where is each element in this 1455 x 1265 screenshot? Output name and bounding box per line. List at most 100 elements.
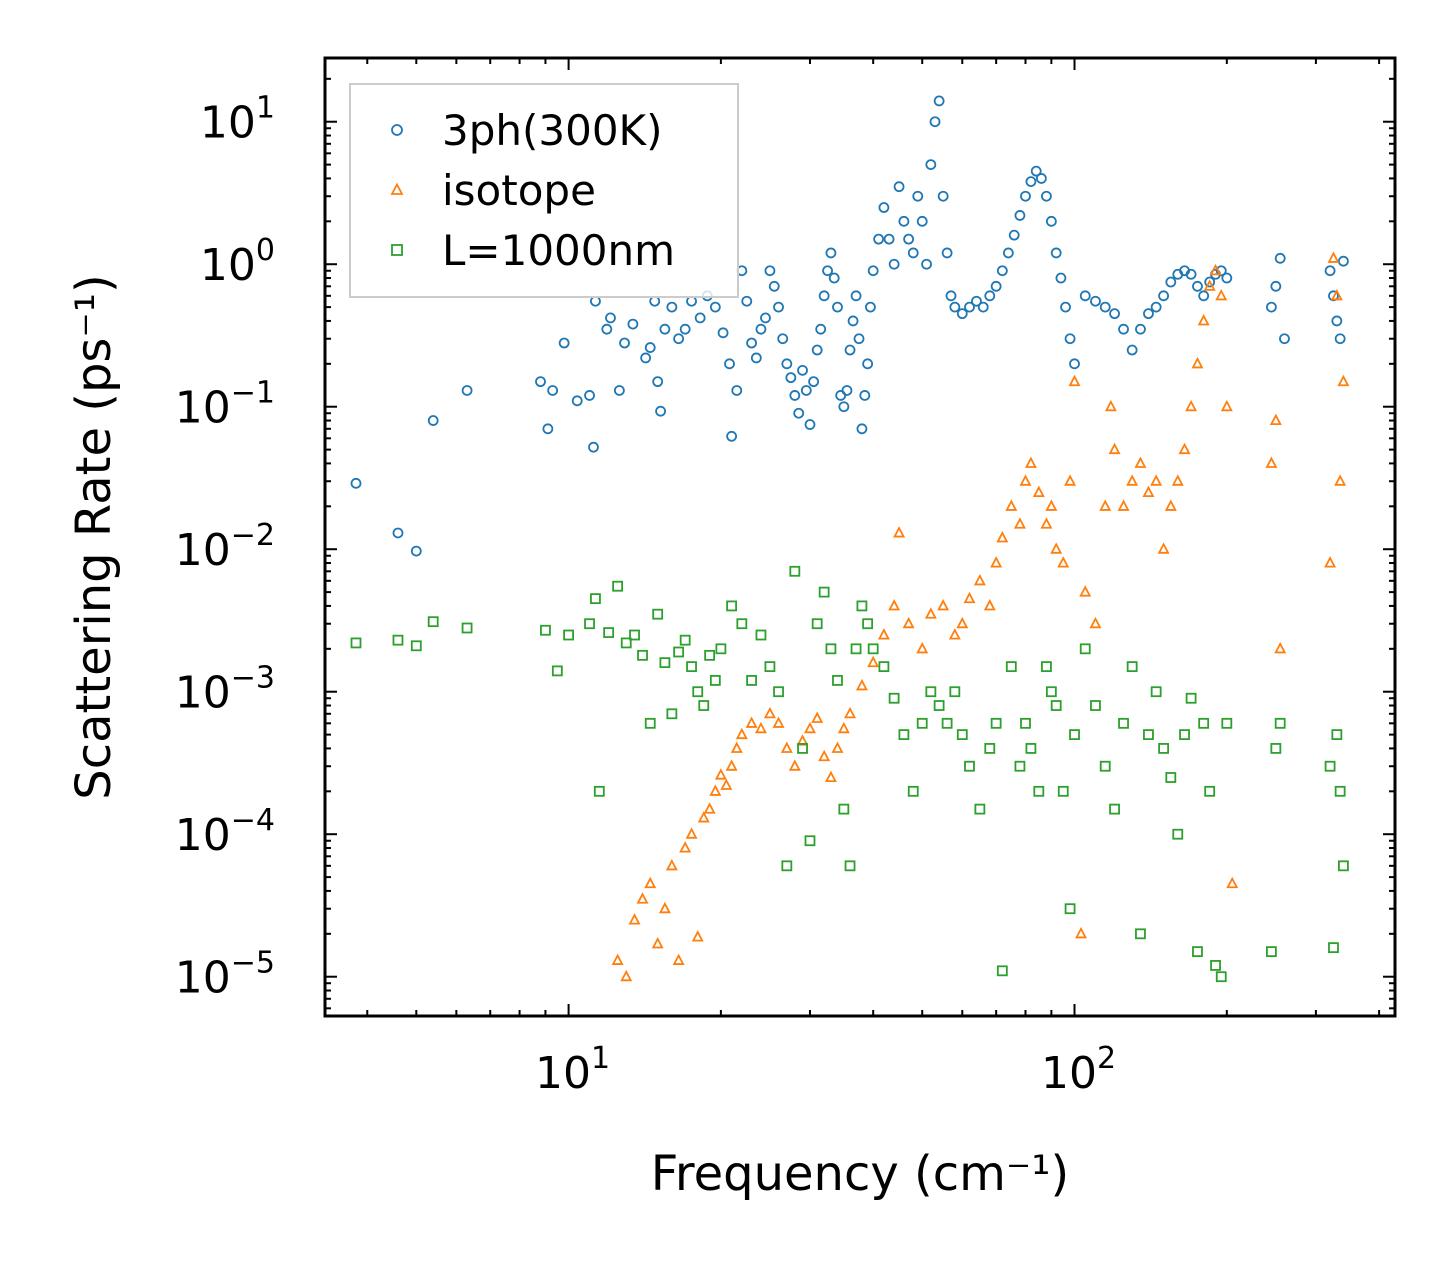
data-point [907, 785, 919, 797]
data-point [773, 301, 784, 313]
data-point [862, 358, 874, 370]
data-point [1198, 290, 1210, 302]
data-point [831, 741, 844, 753]
data-point [933, 95, 945, 107]
data-point [815, 323, 827, 335]
data-point [921, 258, 932, 270]
data-point [1158, 290, 1170, 302]
data-point [956, 729, 968, 741]
data-point [1164, 499, 1177, 511]
data-point [1327, 251, 1340, 263]
data-point [755, 629, 767, 641]
data-point [984, 290, 996, 302]
data-point [658, 901, 671, 914]
data-point [673, 646, 685, 658]
data-point [1057, 556, 1070, 568]
data-point [990, 280, 1002, 292]
legend: 3ph(300K) isotope L=1000nm [349, 83, 739, 298]
data-point [1055, 272, 1067, 284]
data-point [1221, 272, 1233, 284]
data-point [1064, 903, 1076, 915]
data-point [1060, 301, 1071, 313]
data-point [878, 661, 890, 673]
data-point [800, 385, 812, 396]
data-point [692, 686, 704, 698]
data-point [1185, 268, 1197, 280]
data-point [1008, 229, 1020, 241]
data-point [941, 247, 953, 259]
data-point [410, 545, 422, 557]
data-point [1064, 333, 1076, 345]
data-point [694, 312, 706, 324]
data-point [1215, 971, 1227, 983]
data-point [903, 233, 915, 245]
data-point [605, 312, 616, 324]
y-tick-label: 100 [200, 233, 275, 291]
data-point [1192, 280, 1203, 292]
data-point [850, 290, 862, 302]
data-point [709, 675, 721, 686]
data-point [651, 936, 664, 949]
data-point [1045, 499, 1058, 511]
data-point [1045, 215, 1057, 227]
data-point [1079, 290, 1091, 302]
data-point [715, 643, 727, 655]
tick-labels: 101 102 10−5 10−4 10−3 10−2 10−1 100 101 [175, 91, 1116, 1099]
data-point [724, 358, 735, 370]
data-point [730, 741, 743, 753]
data-point [746, 675, 757, 686]
data-point [735, 727, 748, 740]
data-point [811, 618, 823, 630]
data-point [818, 749, 831, 762]
y-tick-label: 10−4 [175, 803, 275, 861]
data-point [1135, 323, 1146, 335]
data-point [862, 618, 874, 630]
data-point [1099, 499, 1112, 511]
data-point [703, 802, 716, 814]
data-point [666, 708, 678, 720]
data-point [1158, 743, 1170, 754]
data-point [844, 706, 857, 719]
data-point [652, 608, 664, 620]
data-point [350, 477, 362, 489]
data-point [768, 280, 780, 292]
data-point [613, 385, 625, 396]
data-point [691, 930, 704, 942]
data-point [1143, 729, 1154, 741]
data-point [1330, 288, 1343, 301]
data-point [593, 785, 605, 797]
data-point [1143, 308, 1154, 320]
legend-label: isotope [442, 166, 596, 215]
data-point [1099, 760, 1111, 772]
data-point [1274, 641, 1287, 654]
data-point [824, 770, 837, 783]
data-point [764, 661, 776, 673]
data-point [964, 760, 975, 772]
data-point [551, 665, 563, 677]
data-point [601, 323, 613, 335]
data-point [856, 600, 868, 612]
data-point [558, 337, 570, 349]
data-point [1025, 176, 1037, 187]
data-point [620, 637, 632, 649]
data-point [996, 965, 1008, 977]
data-point [1020, 190, 1031, 202]
data-point [644, 876, 657, 889]
data-point [685, 827, 698, 839]
data-point [916, 215, 928, 227]
data-point [828, 272, 840, 284]
data-point [832, 301, 843, 313]
data-point [1118, 323, 1129, 335]
data-point [636, 892, 649, 904]
data-point [804, 835, 816, 847]
data-point [1005, 661, 1017, 673]
data-point [461, 622, 473, 634]
data-point [1134, 456, 1147, 468]
data-point [1266, 946, 1277, 958]
data-point [1014, 210, 1026, 221]
data-point [620, 969, 633, 982]
data-point [797, 743, 808, 754]
data-point [584, 618, 595, 630]
data-point [1191, 356, 1204, 369]
